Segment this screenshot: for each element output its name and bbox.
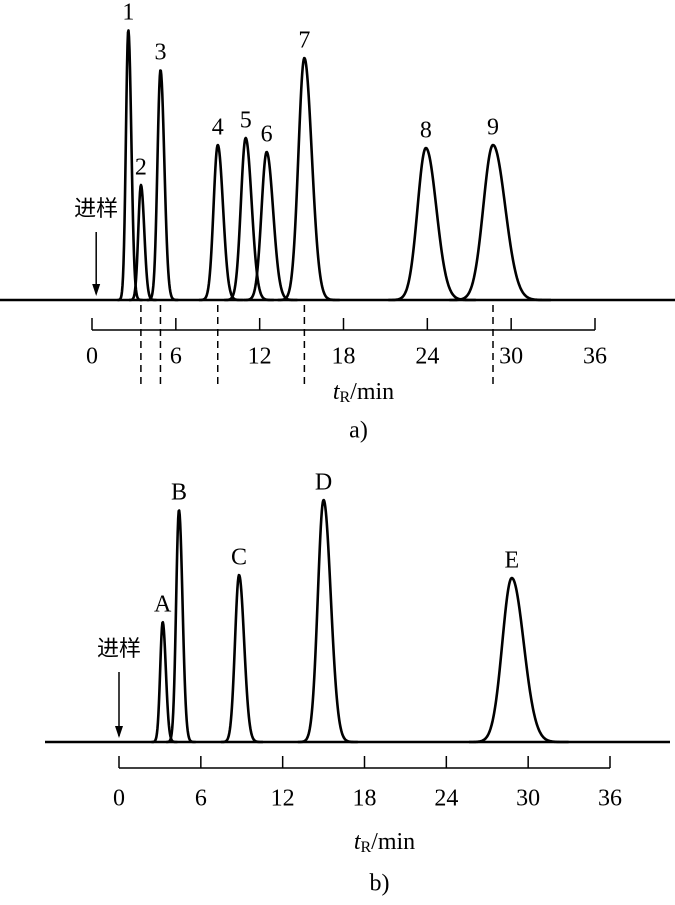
peak-label: 5 [240, 108, 252, 134]
x-axis-label: tR/min [354, 829, 415, 856]
injection-label: 进样 [97, 637, 141, 662]
x-tick-label: 12 [271, 786, 295, 812]
x-label-subscript: R [339, 389, 350, 406]
caption: b) [370, 871, 390, 897]
peak [468, 576, 570, 744]
x-label-unit: /min [371, 829, 415, 855]
x-tick-label: 24 [434, 786, 458, 812]
peak-label: 9 [487, 115, 499, 141]
x-tick-label: 18 [332, 344, 356, 370]
peak-label: 1 [122, 0, 134, 26]
peak-label: 3 [154, 40, 166, 66]
peak-label: 8 [420, 118, 432, 144]
x-axis-label: tR/min [333, 379, 394, 406]
peak [116, 29, 144, 302]
x-tick-label: 30 [516, 786, 540, 812]
peak-label: E [504, 548, 519, 574]
peak-label: 4 [212, 115, 224, 141]
peak-label: 7 [298, 28, 310, 54]
peak [448, 143, 552, 302]
x-label-symbol: t [354, 829, 362, 855]
peak-label: 6 [261, 122, 273, 148]
peak-label: C [231, 545, 247, 571]
peak [220, 573, 264, 744]
peak [387, 146, 477, 302]
x-tick-label: 36 [598, 786, 622, 812]
injection-arrowhead [115, 726, 123, 738]
peak [165, 509, 197, 744]
x-label-unit: /min [350, 379, 394, 405]
x-tick-label: 30 [499, 344, 523, 370]
peak [146, 69, 180, 302]
peak [198, 143, 244, 302]
caption: a) [349, 418, 368, 444]
x-tick-label: 12 [248, 344, 272, 370]
peak-label: D [315, 470, 332, 496]
x-label-subscript: R [360, 839, 371, 856]
peak-label: 2 [135, 155, 147, 181]
x-tick-label: 24 [415, 344, 439, 370]
peak [242, 150, 299, 302]
x-tick-label: 0 [113, 786, 125, 812]
x-label-symbol: t [333, 379, 341, 405]
peak [150, 621, 179, 744]
peak-label: A [154, 592, 172, 618]
injection-label: 进样 [74, 197, 118, 222]
x-tick-label: 0 [86, 344, 98, 370]
x-tick-label: 18 [353, 786, 377, 812]
peak [276, 56, 341, 302]
x-tick-label: 6 [195, 786, 207, 812]
x-tick-label: 36 [583, 344, 607, 370]
peak [128, 183, 158, 302]
peak [297, 498, 359, 744]
x-tick-label: 6 [170, 344, 182, 370]
injection-arrowhead [92, 284, 101, 296]
peak [223, 136, 275, 302]
peak-label: B [171, 480, 187, 506]
